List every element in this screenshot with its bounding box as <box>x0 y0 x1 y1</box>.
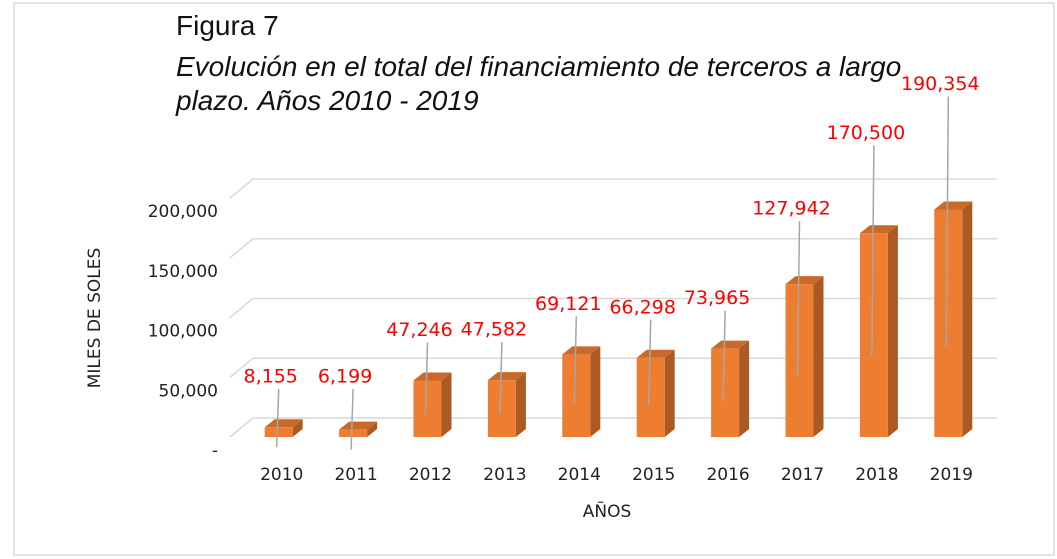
bar <box>785 276 824 437</box>
bar-face <box>413 372 452 381</box>
bar-face <box>813 276 824 437</box>
bar <box>859 225 898 437</box>
bar-face <box>367 421 378 437</box>
bar-face <box>887 225 898 437</box>
bar-face <box>962 201 973 437</box>
leader-line <box>796 221 801 376</box>
x-tick-label: 2010 <box>260 465 303 485</box>
data-label: 6,199 <box>318 366 372 388</box>
bar-face <box>413 380 442 437</box>
chart-subtitle: Evolución en el total del financiamiento… <box>176 51 902 116</box>
grid-line <box>229 238 997 259</box>
bar-face <box>264 427 293 437</box>
bar-face <box>711 348 740 437</box>
x-axis-label: AÑOS <box>583 500 632 522</box>
bar-face <box>636 357 665 437</box>
y-tick-label: 200,000 <box>148 202 218 222</box>
data-label: 190,354 <box>901 73 980 95</box>
x-tick-label: 2015 <box>632 465 675 485</box>
bar-face <box>515 372 526 437</box>
data-label: 66,298 <box>609 296 675 318</box>
x-tick-label: 2019 <box>930 465 973 485</box>
leader-line <box>424 342 429 415</box>
bar <box>711 340 750 437</box>
data-label: 8,155 <box>243 366 297 388</box>
leader-line <box>573 316 578 404</box>
bar <box>636 349 675 437</box>
leader-line <box>722 310 726 402</box>
bar-face <box>785 284 814 437</box>
bar-face <box>562 346 601 355</box>
bar <box>339 421 378 437</box>
leader-line <box>275 388 280 448</box>
bar-face <box>859 233 888 437</box>
data-label: 47,246 <box>386 319 452 341</box>
x-tick-label: 2013 <box>483 465 526 485</box>
y-tick-label: 150,000 <box>148 262 218 282</box>
bar <box>487 372 526 437</box>
data-label: 73,965 <box>684 287 750 309</box>
bar-face <box>487 380 516 437</box>
grid-line <box>229 297 997 319</box>
data-label: 170,500 <box>827 122 906 144</box>
y-tick-label: 100,000 <box>148 322 218 342</box>
bar <box>562 346 601 437</box>
x-tick-label: 2016 <box>706 465 749 485</box>
bar-face <box>487 372 526 381</box>
bar-face <box>590 346 601 437</box>
data-label: 47,582 <box>461 319 527 341</box>
bar <box>413 372 452 437</box>
chart-frame <box>13 2 1055 556</box>
data-label: 69,121 <box>535 293 601 315</box>
bar-face <box>934 201 973 210</box>
bar-face <box>664 349 675 437</box>
y-tick-label: - <box>212 441 218 461</box>
x-tick-label: 2018 <box>855 465 898 485</box>
bar <box>264 419 303 437</box>
y-tick-label: 50,000 <box>159 381 218 401</box>
leader-line <box>871 145 875 356</box>
bar-face <box>339 421 378 430</box>
bar-face <box>441 372 452 437</box>
bar-face <box>739 340 750 437</box>
bar-face <box>934 209 963 437</box>
bar-face <box>711 340 750 349</box>
x-tick-label: 2011 <box>334 465 377 485</box>
leader-line <box>350 388 354 450</box>
bar-face <box>562 354 591 437</box>
bar-face <box>636 349 675 358</box>
leader-line <box>945 96 950 347</box>
leader-line <box>647 319 652 406</box>
bar-face <box>292 419 303 437</box>
grid-line <box>229 178 997 199</box>
bar-face <box>785 276 824 285</box>
bar-face <box>859 225 898 234</box>
data-label: 127,942 <box>752 198 831 220</box>
leader-line <box>499 342 503 415</box>
y-axis-label: MILES DE SOLES <box>85 248 105 389</box>
bar-face <box>264 419 303 428</box>
x-tick-label: 2017 <box>781 465 824 485</box>
x-tick-label: 2014 <box>558 465 601 485</box>
bar-face <box>339 429 368 437</box>
bar <box>934 201 973 437</box>
x-tick-label: 2012 <box>409 465 452 485</box>
chart-title: Figura 7 <box>176 10 279 41</box>
